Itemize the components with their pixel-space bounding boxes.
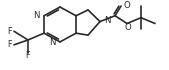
Text: N: N — [104, 16, 111, 25]
Text: F: F — [7, 27, 12, 36]
Text: F: F — [7, 40, 12, 49]
Text: O: O — [125, 23, 131, 32]
Text: N: N — [33, 11, 40, 20]
Text: O: O — [124, 1, 131, 10]
Text: F: F — [26, 51, 30, 60]
Text: N: N — [50, 38, 56, 47]
